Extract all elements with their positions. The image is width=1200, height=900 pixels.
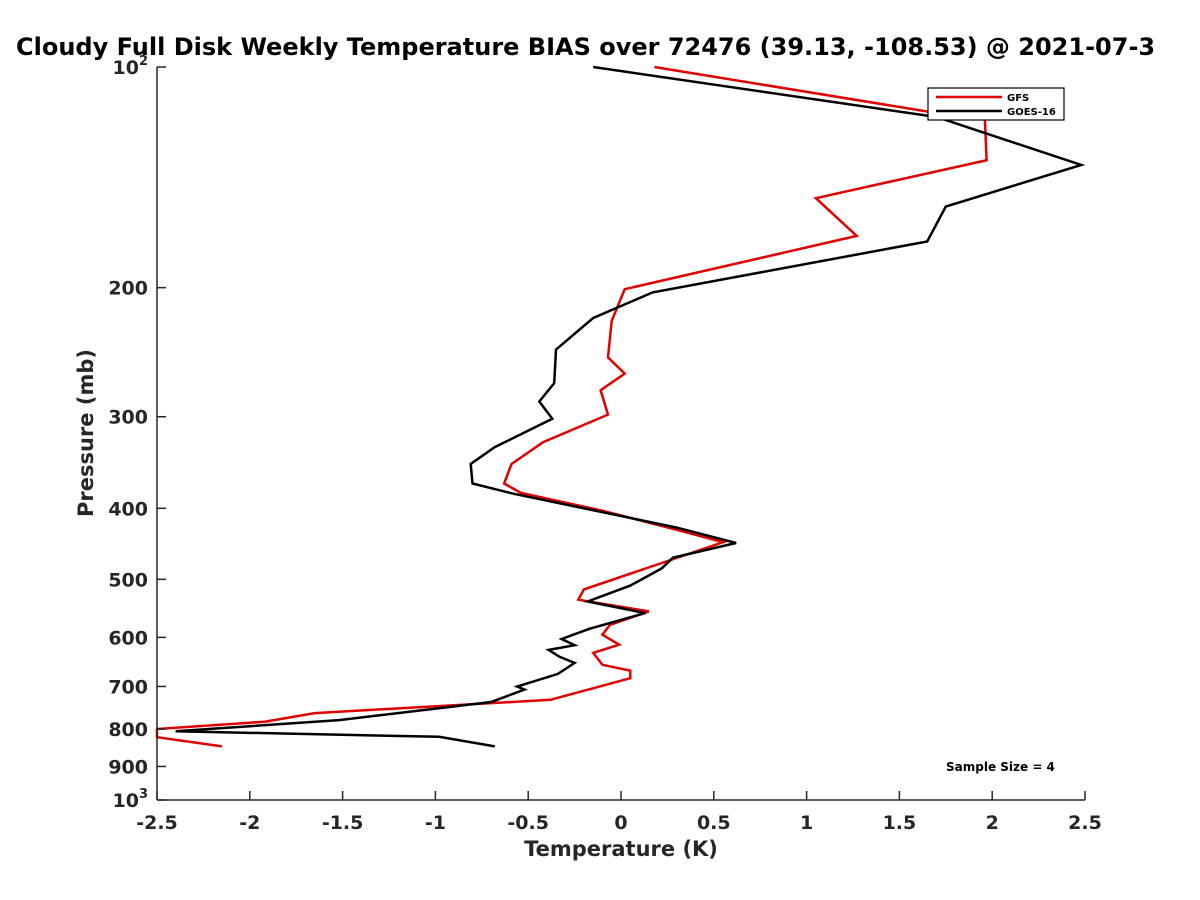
- series-layer: [155, 65, 1086, 748]
- legend-label-goes16: GOES-16: [1007, 107, 1056, 118]
- series-line-gfs: [155, 65, 988, 748]
- y-tick-label: 600: [108, 627, 148, 649]
- y-tick-label: 102: [113, 54, 149, 79]
- x-tick-label: -2: [239, 812, 260, 834]
- y-tick-label: 500: [108, 569, 148, 591]
- y-tick-label: 900: [108, 756, 148, 778]
- x-tick-label: -2.5: [136, 812, 178, 834]
- x-tick-label: 0.5: [697, 812, 731, 834]
- x-tick-label: -0.5: [507, 812, 549, 834]
- series-line-goes16: [175, 65, 1086, 748]
- chart-title: Cloudy Full Disk Weekly Temperature BIAS…: [16, 33, 1155, 61]
- x-tick-label: 1.5: [883, 812, 917, 834]
- y-tick-label: 400: [108, 498, 148, 520]
- x-tick-label: -1: [425, 812, 446, 834]
- y-tick-label: 200: [108, 278, 148, 300]
- legend: GFS GOES-16: [927, 87, 1065, 121]
- axes-layer: -2.5 -2 -1.5 -1 -0.5 0 0.5 1 1.5 2 2.5 102 200 300 400…: [108, 54, 1102, 834]
- y-tick-label: 700: [108, 676, 148, 698]
- y-axis-label: Pressure (mb): [74, 349, 98, 517]
- x-tick-label: 2.5: [1068, 812, 1102, 834]
- x-tick-label: 1: [800, 812, 813, 834]
- x-tick-label: -1.5: [322, 812, 364, 834]
- legend-label-gfs: GFS: [1007, 93, 1029, 104]
- sample-size-annotation: Sample Size = 4: [946, 760, 1055, 774]
- y-tick-label: 800: [108, 719, 148, 741]
- y-tick-label: 103: [113, 787, 149, 812]
- y-tick-label: 300: [108, 407, 148, 429]
- legend-box: [927, 87, 1065, 121]
- x-tick-label: 0: [614, 812, 627, 834]
- x-axis-label: Temperature (K): [524, 837, 718, 861]
- x-tick-label: 2: [986, 812, 999, 834]
